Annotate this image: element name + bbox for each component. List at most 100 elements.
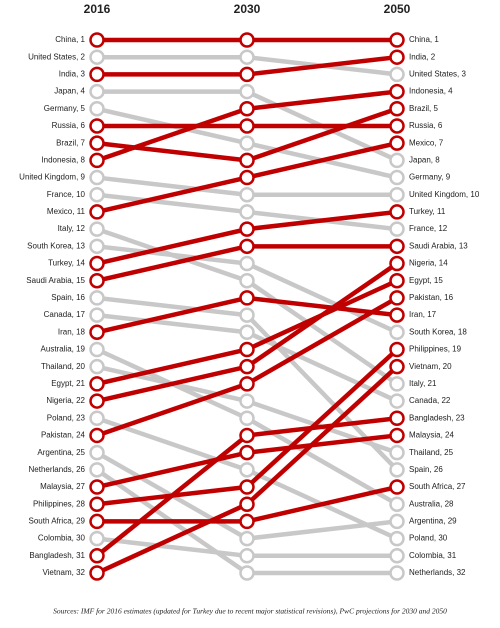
rank-dot — [389, 565, 405, 581]
rank-dot — [89, 255, 105, 272]
country-label: Philippines, 28 — [33, 499, 86, 508]
country-label: Spain, 26 — [409, 465, 443, 474]
rank-dot — [239, 324, 255, 341]
country-label: Italy, 21 — [409, 379, 437, 388]
rank-dot — [239, 462, 255, 478]
country-label: Russia, 6 — [409, 121, 443, 130]
rank-dot — [89, 186, 105, 203]
rank-dot — [89, 152, 105, 169]
rank-dot — [89, 307, 105, 323]
rank-dot — [239, 427, 255, 444]
rank-dot — [89, 118, 105, 134]
rank-dot — [389, 290, 405, 306]
country-label: South Africa, 27 — [409, 482, 466, 491]
rank-dot — [89, 204, 105, 220]
rank-dot — [89, 548, 105, 564]
rank-dot — [389, 548, 405, 564]
rank-dot — [389, 393, 405, 409]
rank-dot — [389, 462, 405, 478]
rank-dot — [239, 32, 255, 48]
column-header: 2050 — [384, 2, 411, 16]
country-label: Vietnam, 32 — [42, 568, 85, 577]
rank-dot — [89, 479, 105, 495]
country-label: Vietnam, 20 — [409, 362, 452, 371]
rank-dot — [89, 530, 105, 547]
rank-dot — [239, 186, 255, 203]
rank-dot — [389, 444, 405, 461]
country-label: Turkey, 14 — [48, 259, 85, 268]
country-label: Philippines, 19 — [409, 345, 462, 354]
rank-dot — [89, 341, 105, 358]
country-label: Canada, 17 — [44, 310, 86, 319]
rank-dot — [239, 290, 255, 306]
rank-dot — [89, 238, 105, 255]
rank-dot — [389, 341, 405, 358]
rank-dot — [239, 513, 255, 530]
rank-dot — [89, 32, 105, 48]
rank-dot — [389, 221, 405, 237]
rank-dot — [389, 169, 405, 186]
country-label: Pakistan, 24 — [41, 431, 86, 440]
country-label: Germany, 9 — [409, 173, 451, 182]
rank-dot — [239, 376, 255, 392]
rank-dot — [239, 255, 255, 272]
source-note: Sources: IMF for 2016 estimates (updated… — [53, 607, 447, 616]
country-label: Italy, 12 — [58, 224, 86, 233]
country-label: Netherlands, 26 — [29, 465, 86, 474]
rank-dot — [389, 513, 405, 530]
rank-dot — [89, 135, 105, 151]
rank-dot — [389, 238, 405, 255]
country-label: Saudi Arabia, 13 — [409, 241, 468, 250]
rank-dot — [389, 66, 405, 83]
rank-dot — [239, 530, 255, 547]
country-label: South Africa, 29 — [29, 517, 86, 526]
country-label: South Korea, 18 — [409, 327, 467, 336]
rank-dot — [89, 66, 105, 83]
country-label: Egypt, 15 — [409, 276, 443, 285]
country-label: United Kingdom, 10 — [409, 190, 480, 199]
rank-dot — [239, 565, 255, 581]
rank-dot — [89, 324, 105, 341]
rank-dot — [89, 358, 105, 375]
rank-dot — [389, 530, 405, 547]
rank-dot — [389, 427, 405, 444]
country-label: Mexico, 11 — [47, 207, 86, 216]
country-label: Turkey, 11 — [409, 207, 446, 216]
column-header: 2016 — [84, 2, 111, 16]
rank-dot — [89, 272, 105, 289]
country-label: India, 3 — [59, 69, 86, 78]
rank-dot — [89, 565, 105, 581]
rank-dot — [239, 307, 255, 323]
rank-dot — [239, 479, 255, 495]
rank-dot — [239, 204, 255, 220]
rank-dot — [389, 324, 405, 341]
country-label: Mexico, 7 — [409, 138, 444, 147]
country-label: Thailand, 20 — [41, 362, 86, 371]
rank-dot — [89, 101, 105, 117]
rank-dot — [89, 169, 105, 186]
country-label: Japan, 8 — [409, 155, 440, 164]
rank-dot — [239, 410, 255, 427]
rank-dot — [389, 376, 405, 392]
country-label: Iran, 17 — [409, 310, 437, 319]
rank-dot — [89, 83, 105, 100]
rank-dot — [89, 49, 105, 65]
rank-dot — [239, 358, 255, 375]
country-label: Poland, 23 — [47, 413, 86, 422]
rank-dot — [239, 152, 255, 169]
country-label: Indonesia, 4 — [409, 87, 453, 96]
rank-dot — [389, 83, 405, 100]
rank-dot — [239, 393, 255, 409]
rank-dot — [89, 410, 105, 427]
country-label: Indonesia, 8 — [41, 155, 85, 164]
rank-dot — [89, 513, 105, 530]
country-label: Pakistan, 16 — [409, 293, 454, 302]
rank-dot — [389, 101, 405, 117]
country-label: Brazil, 5 — [409, 104, 438, 113]
rank-dot — [389, 410, 405, 427]
rank-dot — [239, 496, 255, 512]
rank-dot — [239, 548, 255, 564]
country-label: Nigeria, 22 — [46, 396, 85, 405]
